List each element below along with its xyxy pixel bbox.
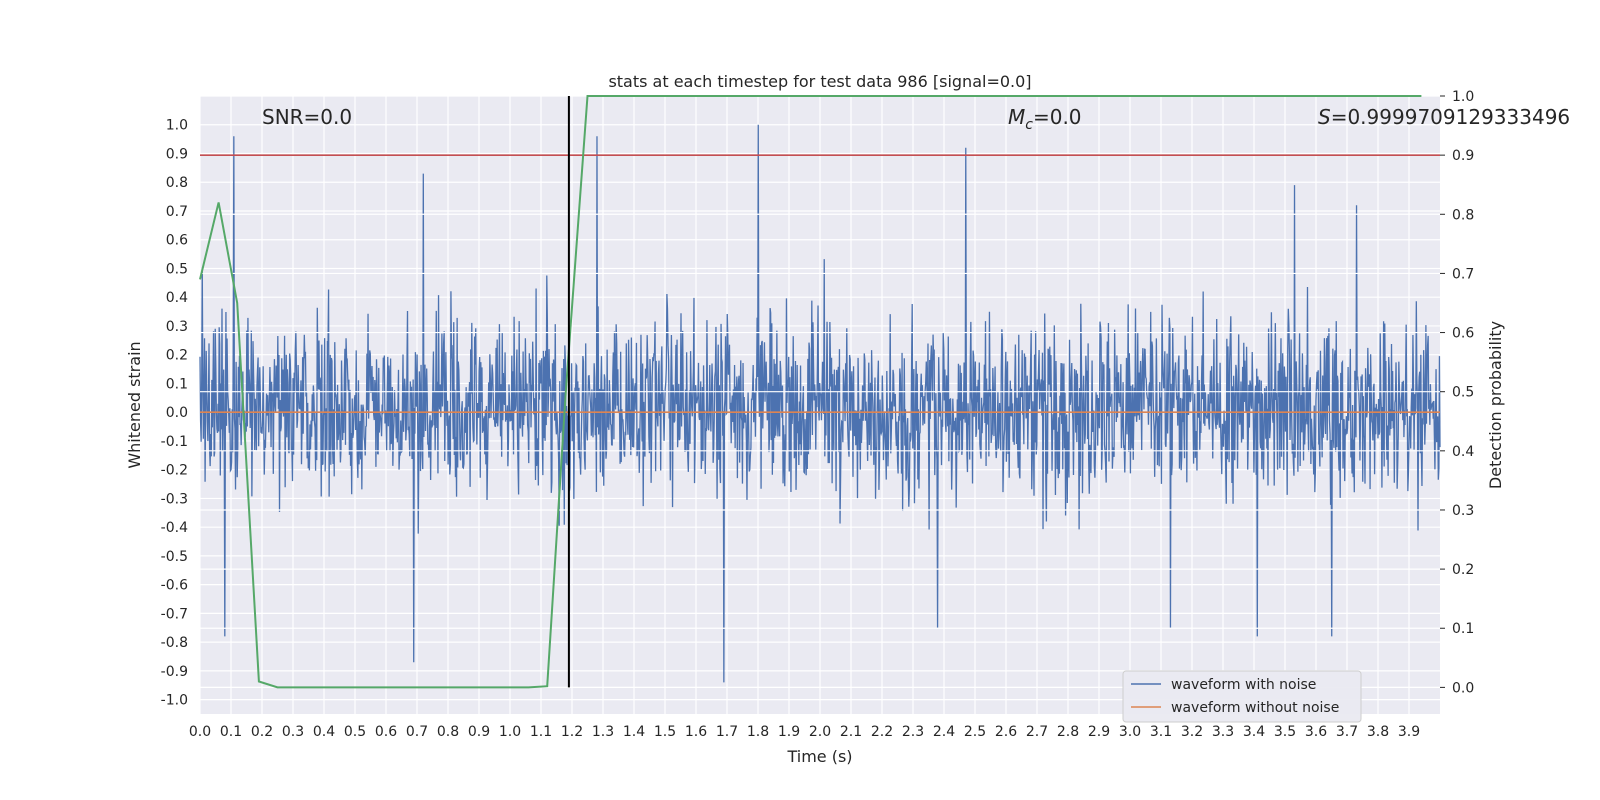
x-tick-label: 2.2 — [871, 724, 893, 740]
x-tick-label: 0.2 — [251, 724, 273, 740]
x-tick-label: 3.0 — [1119, 724, 1141, 740]
x-tick-label: 3.1 — [1150, 724, 1172, 740]
y-tick-label: -1.0 — [161, 693, 188, 709]
y-tick-label: 0.1 — [166, 376, 188, 392]
y-tick-label: 1.0 — [166, 118, 188, 134]
y-tick-label: 0.4 — [166, 290, 188, 306]
x-tick-label: 0.7 — [406, 724, 428, 740]
x-tick-label: 2.5 — [964, 724, 986, 740]
x-tick-label: 1.6 — [685, 724, 707, 740]
y2-tick-label: 0.2 — [1452, 562, 1474, 578]
x-tick-label: 0.0 — [189, 724, 211, 740]
x-tick-label: 2.4 — [933, 724, 955, 740]
y2-tick-label: 0.1 — [1452, 621, 1474, 637]
mc-symbol: M — [1008, 105, 1025, 129]
y2-tick-label: 0.5 — [1452, 385, 1474, 401]
legend: waveform with noise waveform without noi… — [1122, 670, 1362, 723]
y-tick-label: 0.5 — [166, 261, 188, 277]
y-tick-label: -0.3 — [161, 491, 188, 507]
y-tick-label: 0.8 — [166, 175, 188, 191]
snr-annotation: SNR=0.0 — [262, 105, 352, 129]
y2-tick-label: 0.3 — [1452, 503, 1474, 519]
y-tick-label: -0.8 — [161, 635, 188, 651]
legend-entry-noise: waveform with noise — [1171, 677, 1316, 693]
y2-tick-label: 1.0 — [1452, 89, 1474, 105]
x-tick-label: 3.4 — [1243, 724, 1265, 740]
y-tick-label: -0.1 — [161, 434, 188, 450]
x-tick-label: 3.8 — [1367, 724, 1389, 740]
series-waveform-with-noise — [199, 124, 1441, 683]
y-tick-label: -0.2 — [161, 463, 188, 479]
y-axis-label: Whitened strain — [125, 341, 144, 468]
y-tick-label: -0.4 — [161, 520, 188, 536]
y-tick-label: 0.7 — [166, 204, 188, 220]
x-tick-label: 1.7 — [716, 724, 738, 740]
y2-axis-label: Detection probability — [1486, 321, 1505, 489]
chart-title: stats at each timestep for test data 986… — [608, 72, 1031, 91]
mc-value: =0.0 — [1033, 105, 1082, 129]
x-tick-label: 1.3 — [592, 724, 614, 740]
x-tick-label: 2.8 — [1057, 724, 1079, 740]
x-tick-label: 1.4 — [623, 724, 645, 740]
y-tick-label: 0.2 — [166, 348, 188, 364]
x-tick-label: 0.5 — [344, 724, 366, 740]
x-tick-label: 3.6 — [1305, 724, 1327, 740]
mc-annotation: Mc=0.0 — [1008, 105, 1082, 133]
s-value: =0.9999709129333496 — [1331, 105, 1570, 129]
y-tick-label: -0.6 — [161, 578, 188, 594]
legend-entry-clean: waveform without noise — [1171, 700, 1339, 716]
x-tick-label: 0.3 — [282, 724, 304, 740]
x-tick-label: 1.9 — [778, 724, 800, 740]
legend-box — [1122, 670, 1362, 723]
y2-tick-label: 0.7 — [1452, 266, 1474, 282]
s-symbol: S — [1318, 105, 1331, 129]
x-tick-label: 1.1 — [530, 724, 552, 740]
y2-axis-ticks: 1.0 0.9 0.8 0.7 0.6 0.5 0.4 0.3 0.2 0.1 0.0 — [1440, 89, 1474, 696]
y-tick-label: 0.0 — [166, 405, 188, 421]
y-tick-label: -0.7 — [161, 606, 188, 622]
x-axis-ticks: 0.0 0.1 0.2 0.3 0.4 0.5 0.6 0.7 0.8 0.9 1.0 1.1 1.2 1… — [189, 724, 1420, 740]
x-tick-label: 2.1 — [840, 724, 862, 740]
x-tick-label: 2.3 — [902, 724, 924, 740]
y-tick-label: 0.6 — [166, 233, 188, 249]
x-tick-label: 2.9 — [1088, 724, 1110, 740]
y-tick-label: 0.3 — [166, 319, 188, 335]
y-axis-ticks: 1.0 0.9 0.8 0.7 0.6 0.5 0.4 0.3 0.2 0.1 0.0 -0.1 -0.… — [161, 118, 188, 709]
x-tick-label: 3.3 — [1212, 724, 1234, 740]
x-tick-label: 3.5 — [1274, 724, 1296, 740]
y2-tick-label: 0.6 — [1452, 326, 1474, 342]
x-tick-label: 2.0 — [809, 724, 831, 740]
x-tick-label: 1.5 — [654, 724, 676, 740]
x-tick-label: 0.1 — [220, 724, 242, 740]
y2-tick-label: 0.8 — [1452, 207, 1474, 223]
y-tick-label: -0.5 — [161, 549, 188, 565]
x-tick-label: 3.9 — [1398, 724, 1420, 740]
series-layer — [199, 124, 1441, 683]
y2-tick-label: 0.9 — [1452, 148, 1474, 164]
y-tick-label: -0.9 — [161, 664, 188, 680]
plot-area — [199, 124, 1441, 683]
x-axis-label: Time (s) — [786, 747, 852, 766]
mc-subscript: c — [1025, 117, 1033, 133]
x-tick-label: 2.6 — [995, 724, 1017, 740]
s-annotation: S=0.9999709129333496 — [1318, 105, 1570, 129]
y2-tick-label: 0.4 — [1452, 444, 1474, 460]
series-detection-probability — [199, 95, 1422, 689]
x-tick-label: 1.8 — [747, 724, 769, 740]
x-tick-label: 1.0 — [499, 724, 521, 740]
x-tick-label: 3.7 — [1336, 724, 1358, 740]
x-tick-label: 1.2 — [561, 724, 583, 740]
x-tick-label: 3.2 — [1181, 724, 1203, 740]
x-tick-label: 0.6 — [375, 724, 397, 740]
y2-tick-label: 0.0 — [1452, 680, 1474, 696]
x-tick-label: 0.9 — [468, 724, 490, 740]
x-tick-label: 0.4 — [313, 724, 335, 740]
x-tick-label: 0.8 — [437, 724, 459, 740]
x-tick-label: 2.7 — [1026, 724, 1048, 740]
y-tick-label: 0.9 — [166, 146, 188, 162]
